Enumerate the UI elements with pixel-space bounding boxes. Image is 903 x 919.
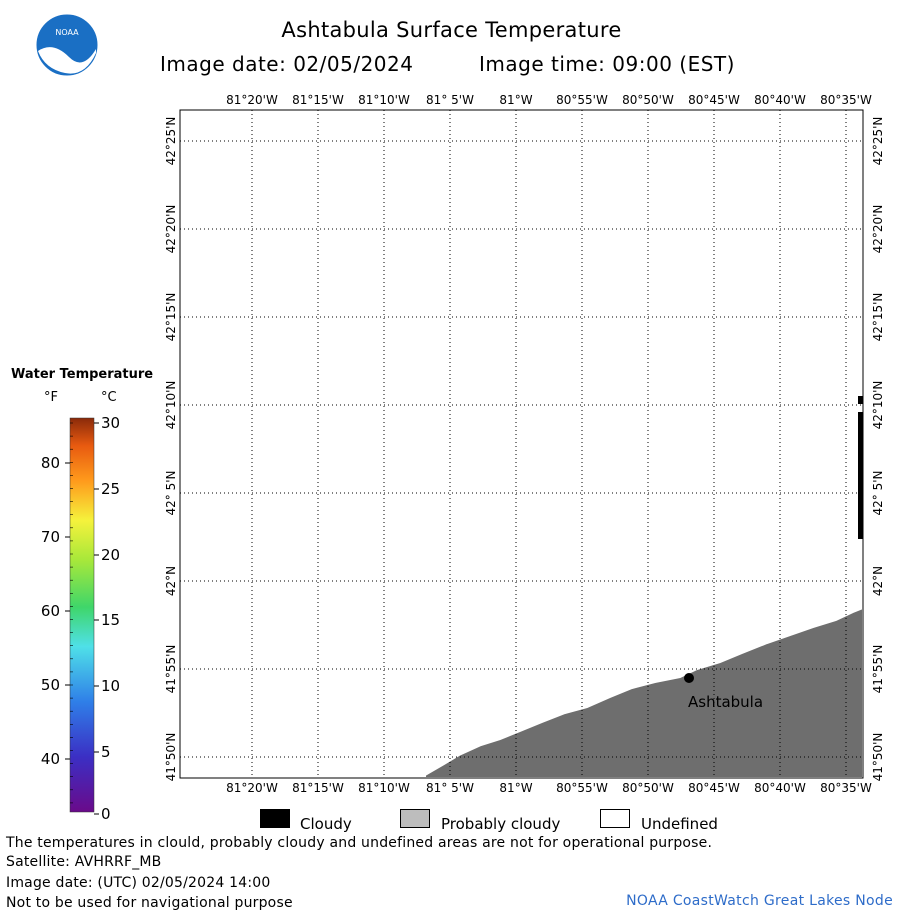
lon-label-top: 81° 5'W: [426, 93, 474, 107]
lon-label-top: 80°35'W: [820, 93, 872, 107]
page-title: Ashtabula Surface Temperature: [281, 18, 622, 42]
celsius-tick-label: 15: [101, 611, 120, 629]
undefined-swatch: [600, 809, 630, 828]
map-frame: [179, 109, 864, 779]
lon-label-bottom: 81°W: [499, 781, 532, 795]
lat-label-right: 42°15'N: [871, 293, 885, 342]
city-label: Ashtabula: [688, 693, 763, 711]
noaa-logo: NOAA: [35, 13, 99, 77]
cloud-patch: [858, 396, 863, 404]
disclaimer-line: The temperatures in clould, probably clo…: [6, 835, 713, 851]
lon-label-bottom: 80°45'W: [688, 781, 740, 795]
lon-label-top: 81°10'W: [358, 93, 410, 107]
cloud-patch: [858, 412, 863, 539]
lon-label-bottom: 81°10'W: [358, 781, 410, 795]
celsius-tick-label: 5: [101, 743, 111, 761]
image-time: Image time: 09:00 (EST): [479, 52, 735, 76]
legend-title: Water Temperature: [11, 367, 154, 382]
lat-label-right: 42°20'N: [871, 205, 885, 254]
lat-label-left: 42°10'N: [164, 381, 178, 430]
fahrenheit-tick-label: 50: [41, 676, 60, 694]
celsius-tick-label: 20: [101, 546, 120, 564]
celsius-tick-label: 25: [101, 480, 120, 498]
lon-label-top: 80°50'W: [622, 93, 674, 107]
lat-label-right: 42°25'N: [871, 117, 885, 166]
lon-label-bottom: 81°20'W: [226, 781, 278, 795]
cloudy-swatch: [260, 809, 290, 828]
lon-label-bottom: 81° 5'W: [426, 781, 474, 795]
satellite-line: Satellite: AVHRRF_MB: [6, 854, 162, 870]
lon-label-top: 81°15'W: [292, 93, 344, 107]
lon-label-bottom: 80°40'W: [754, 781, 806, 795]
unit-celsius: °C: [101, 390, 117, 405]
map-grid: [180, 110, 863, 778]
credit-line: NOAA CoastWatch Great Lakes Node: [626, 893, 893, 909]
image-date: Image date: 02/05/2024: [160, 52, 414, 76]
lon-label-bottom: 80°50'W: [622, 781, 674, 795]
lat-label-left: 42°25'N: [164, 117, 178, 166]
lat-label-right: 41°55'N: [871, 645, 885, 694]
lat-label-left: 42° 5'N: [164, 471, 178, 516]
color-scale-bar: [69, 417, 95, 813]
logo-text: NOAA: [55, 28, 79, 37]
probably-cloudy-label: Probably cloudy: [441, 815, 561, 833]
fahrenheit-tick-label: 60: [41, 602, 60, 620]
probably-cloudy-swatch: [400, 809, 430, 828]
lat-label-right: 42°10'N: [871, 381, 885, 430]
lon-label-bottom: 81°15'W: [292, 781, 344, 795]
celsius-tick-label: 0: [101, 805, 111, 823]
lon-label-top: 80°45'W: [688, 93, 740, 107]
navigation-warning: Not to be used for navigational purpose: [6, 895, 293, 911]
lat-label-left: 41°55'N: [164, 645, 178, 694]
lat-label-right: 42°N: [871, 566, 885, 596]
lat-label-right: 42° 5'N: [871, 471, 885, 516]
celsius-tick-label: 30: [101, 414, 120, 432]
lat-label-right: 41°50'N: [871, 733, 885, 782]
fahrenheit-tick-label: 70: [41, 528, 60, 546]
fahrenheit-tick-label: 80: [41, 454, 60, 472]
undefined-label: Undefined: [641, 815, 718, 833]
city-marker: [684, 673, 694, 683]
lat-label-left: 42°N: [164, 566, 178, 596]
lon-label-top: 81°20'W: [226, 93, 278, 107]
lat-label-left: 42°20'N: [164, 205, 178, 254]
lon-label-bottom: 80°35'W: [820, 781, 872, 795]
lon-label-top: 80°40'W: [754, 93, 806, 107]
lon-label-top: 81°W: [499, 93, 532, 107]
lon-label-bottom: 80°55'W: [556, 781, 608, 795]
lon-label-top: 80°55'W: [556, 93, 608, 107]
utc-date-line: Image date: (UTC) 02/05/2024 14:00: [6, 875, 271, 891]
unit-fahrenheit: °F: [44, 390, 58, 405]
cloudy-label: Cloudy: [300, 815, 352, 833]
land-area: [424, 606, 864, 779]
fahrenheit-tick-label: 40: [41, 750, 60, 768]
lat-label-left: 41°50'N: [164, 733, 178, 782]
lat-label-left: 42°15'N: [164, 293, 178, 342]
celsius-tick-label: 10: [101, 677, 120, 695]
